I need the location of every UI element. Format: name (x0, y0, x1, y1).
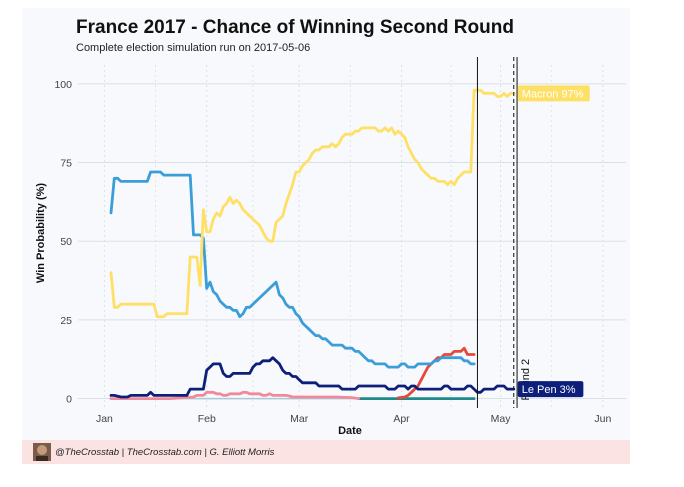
series-line-le-pen (109, 356, 516, 399)
series-line-macron (109, 88, 516, 319)
end-label-bg-macron (517, 85, 590, 102)
x-tick-label: May (491, 413, 512, 425)
end-label-le-pen: Le Pen 3% (522, 384, 576, 396)
series-line-hamon (109, 390, 361, 401)
vline-layer: Round 2 (476, 57, 532, 408)
footer-band (22, 440, 630, 464)
y-tick-label: 75 (60, 158, 72, 170)
end-label-bg-le-pen (517, 381, 584, 398)
avatar-icon (33, 443, 51, 461)
panel-background (22, 8, 630, 440)
series-line-melenchon (396, 346, 476, 400)
chart-subtitle: Complete election simulation run on 2017… (76, 42, 310, 54)
series-line-fillon (109, 170, 476, 369)
x-tick-label: Mar (290, 413, 309, 425)
x-axis-label: Date (338, 425, 362, 437)
grid-layer (78, 65, 626, 408)
y-tick-label: 0 (66, 394, 72, 406)
x-tick-label: Jun (594, 413, 611, 425)
y-tick-label: 50 (60, 236, 72, 248)
y-axis-label: Win Probability (%) (35, 183, 47, 283)
y-tick-label: 25 (60, 315, 72, 327)
chart-title: France 2017 - Chance of Winning Second R… (76, 17, 514, 38)
label-layer: Macron 97% Le Pen 3% (517, 85, 590, 398)
axis-layer: 0 25 50 75 100 Jan Feb Mar Apr May Jun (54, 79, 611, 425)
x-tick-label: Jan (96, 413, 113, 425)
y-tick-label: 100 (54, 79, 72, 91)
x-tick-label: Apr (393, 413, 410, 425)
end-label-macron: Macron 97% (522, 88, 584, 100)
series-layer (109, 88, 516, 401)
footer-credit: @TheCrosstab | TheCrosstab.com | G. Elli… (55, 447, 275, 458)
x-tick-label: Feb (198, 413, 216, 425)
